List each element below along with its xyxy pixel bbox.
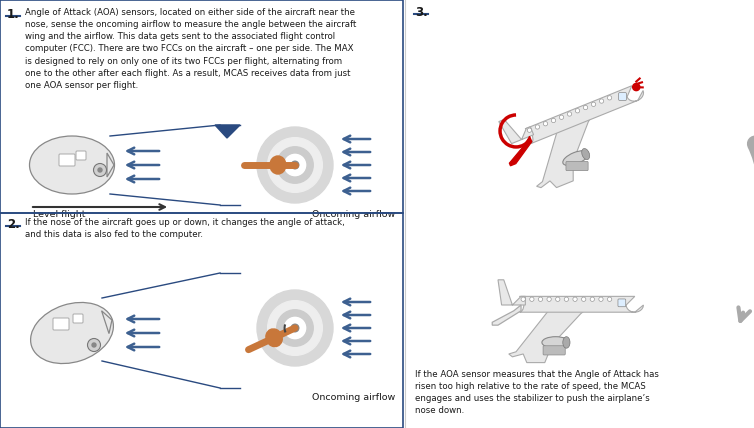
Ellipse shape [266, 329, 282, 347]
Circle shape [608, 297, 611, 301]
Ellipse shape [562, 151, 589, 166]
Circle shape [584, 105, 587, 110]
Polygon shape [102, 311, 112, 333]
Circle shape [87, 339, 100, 351]
Ellipse shape [31, 303, 113, 363]
Circle shape [92, 343, 96, 347]
Text: 1.: 1. [7, 8, 20, 21]
FancyBboxPatch shape [543, 346, 566, 355]
FancyBboxPatch shape [73, 314, 83, 323]
Polygon shape [499, 119, 534, 144]
Polygon shape [215, 125, 240, 138]
Circle shape [521, 297, 526, 301]
Circle shape [608, 96, 611, 100]
Circle shape [544, 122, 547, 126]
Polygon shape [510, 137, 532, 166]
Circle shape [573, 297, 578, 301]
Circle shape [527, 128, 532, 132]
Text: Oncoming airflow: Oncoming airflow [311, 210, 395, 219]
Circle shape [291, 161, 299, 169]
Circle shape [591, 102, 596, 107]
Text: If the nose of the aircraft goes up or down, it changes the angle of attack,
and: If the nose of the aircraft goes up or d… [25, 218, 345, 239]
Text: If the AOA sensor measures that the Angle of Attack has
risen too high relative : If the AOA sensor measures that the Angl… [415, 370, 659, 416]
FancyBboxPatch shape [566, 161, 588, 171]
Polygon shape [498, 280, 526, 305]
Polygon shape [525, 86, 643, 143]
Ellipse shape [29, 136, 115, 194]
Circle shape [551, 118, 556, 123]
Circle shape [535, 125, 540, 129]
Circle shape [556, 297, 560, 301]
Polygon shape [537, 118, 590, 187]
Circle shape [277, 310, 313, 346]
Circle shape [98, 168, 102, 172]
Circle shape [284, 155, 305, 175]
Circle shape [599, 99, 604, 103]
FancyBboxPatch shape [618, 92, 627, 101]
Ellipse shape [542, 337, 569, 348]
FancyBboxPatch shape [59, 154, 75, 166]
Circle shape [277, 147, 313, 183]
Circle shape [633, 83, 640, 91]
Circle shape [538, 297, 543, 301]
Text: 3.: 3. [415, 6, 428, 19]
Circle shape [547, 297, 551, 301]
Circle shape [529, 297, 534, 301]
Circle shape [575, 109, 580, 113]
Ellipse shape [582, 149, 590, 160]
Circle shape [291, 324, 299, 332]
Circle shape [564, 297, 569, 301]
Circle shape [581, 297, 586, 301]
Polygon shape [509, 311, 584, 363]
Circle shape [590, 297, 594, 301]
Circle shape [284, 317, 305, 339]
Bar [0, 213, 403, 428]
Text: 2.: 2. [7, 218, 20, 231]
Polygon shape [107, 153, 114, 177]
Text: Angle of Attack (AOA) sensors, located on either side of the aircraft near the
n: Angle of Attack (AOA) sensors, located o… [25, 8, 357, 90]
Circle shape [93, 163, 106, 176]
Polygon shape [520, 296, 643, 312]
FancyBboxPatch shape [76, 151, 86, 160]
Polygon shape [492, 305, 521, 325]
Circle shape [268, 138, 323, 192]
Circle shape [257, 127, 333, 203]
Circle shape [567, 112, 572, 116]
Text: Level flight: Level flight [33, 210, 85, 219]
Ellipse shape [562, 337, 570, 348]
Text: Oncoming airflow: Oncoming airflow [311, 393, 395, 402]
FancyBboxPatch shape [618, 299, 626, 307]
Ellipse shape [270, 156, 286, 174]
Circle shape [257, 290, 333, 366]
Circle shape [559, 115, 564, 119]
FancyBboxPatch shape [53, 318, 69, 330]
Circle shape [599, 297, 603, 301]
Circle shape [268, 300, 323, 355]
Bar [0, 0, 403, 213]
